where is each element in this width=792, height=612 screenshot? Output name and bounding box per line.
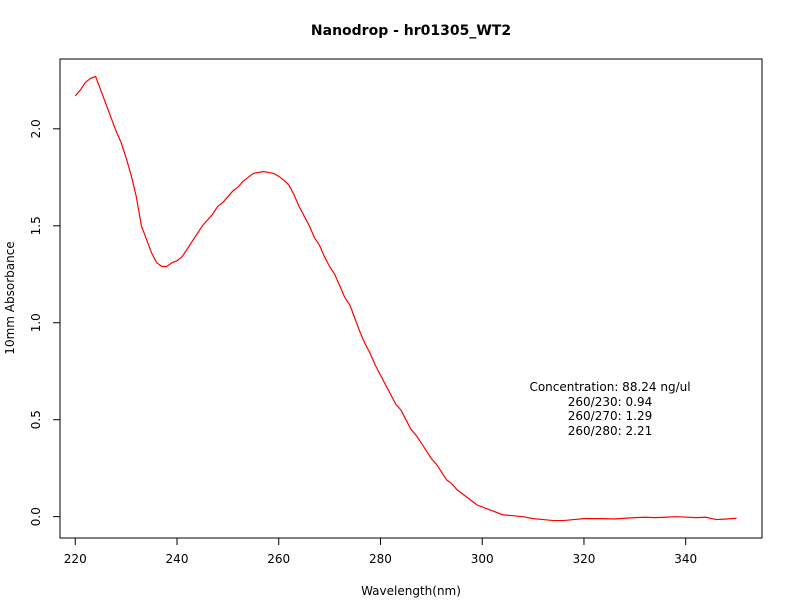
- chart-title: Nanodrop - hr01305_WT2: [311, 23, 511, 39]
- x-tick-label: 280: [369, 552, 392, 566]
- stats-annotation: Concentration: 88.24 ng/ul 260/230: 0.94…: [529, 380, 690, 438]
- y-tick-label: 0.5: [29, 410, 43, 429]
- x-tick-label: 260: [267, 552, 290, 566]
- concentration-text: Concentration: 88.24 ng/ul: [529, 380, 690, 394]
- y-tick-label: 2.0: [29, 119, 43, 138]
- y-tick-label: 1.5: [29, 216, 43, 235]
- x-axis: 220 240 260 280 300 320 340: [64, 538, 697, 566]
- x-tick-label: 240: [166, 552, 189, 566]
- x-tick-label: 320: [573, 552, 596, 566]
- ratio-260-280-text: 260/280: 2.21: [568, 424, 652, 438]
- ratio-260-270-text: 260/270: 1.29: [568, 409, 652, 423]
- x-tick-label: 340: [674, 552, 697, 566]
- y-axis: 0.0 0.5 1.0 1.5 2.0: [29, 119, 60, 526]
- absorbance-series-line: [74, 75, 737, 522]
- y-tick-label: 0.0: [29, 507, 43, 526]
- x-axis-label: Wavelength(nm): [361, 584, 461, 598]
- y-axis-label: 10mm Absorbance: [3, 241, 17, 354]
- y-tick-label: 1.0: [29, 313, 43, 332]
- plot-frame: [59, 58, 763, 539]
- ratio-260-230-text: 260/230: 0.94: [568, 395, 652, 409]
- x-tick-label: 300: [471, 552, 494, 566]
- x-tick-label: 220: [64, 552, 87, 566]
